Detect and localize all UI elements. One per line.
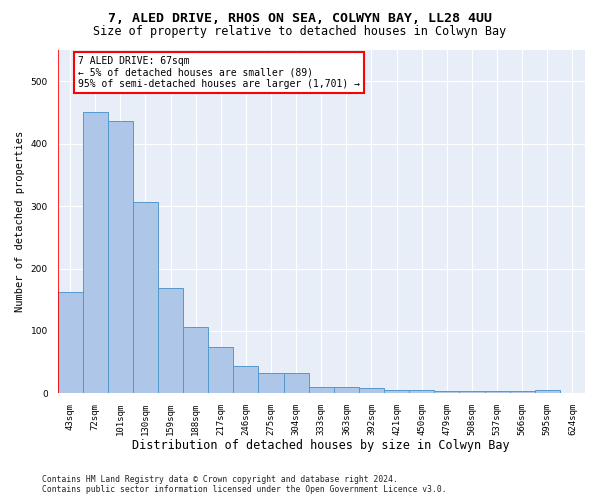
Bar — [208, 347, 233, 394]
Bar — [384, 390, 409, 394]
Bar — [434, 391, 460, 394]
Bar — [83, 112, 108, 394]
Text: 7, ALED DRIVE, RHOS ON SEA, COLWYN BAY, LL28 4UU: 7, ALED DRIVE, RHOS ON SEA, COLWYN BAY, … — [108, 12, 492, 26]
Bar — [509, 391, 535, 394]
Bar — [158, 288, 183, 394]
Bar — [284, 374, 309, 394]
Bar — [259, 374, 284, 394]
Bar — [334, 387, 359, 394]
Text: 7 ALED DRIVE: 67sqm
← 5% of detached houses are smaller (89)
95% of semi-detache: 7 ALED DRIVE: 67sqm ← 5% of detached hou… — [77, 56, 359, 90]
X-axis label: Distribution of detached houses by size in Colwyn Bay: Distribution of detached houses by size … — [133, 440, 510, 452]
Bar — [233, 366, 259, 394]
Bar — [409, 390, 434, 394]
Y-axis label: Number of detached properties: Number of detached properties — [15, 131, 25, 312]
Bar — [359, 388, 384, 394]
Text: Size of property relative to detached houses in Colwyn Bay: Size of property relative to detached ho… — [94, 25, 506, 38]
Text: Contains HM Land Registry data © Crown copyright and database right 2024.
Contai: Contains HM Land Registry data © Crown c… — [42, 474, 446, 494]
Bar — [183, 327, 208, 394]
Bar — [535, 390, 560, 394]
Bar — [309, 387, 334, 394]
Bar — [108, 121, 133, 394]
Bar — [485, 391, 509, 394]
Bar — [460, 391, 485, 394]
Bar — [58, 292, 83, 394]
Bar — [133, 202, 158, 394]
